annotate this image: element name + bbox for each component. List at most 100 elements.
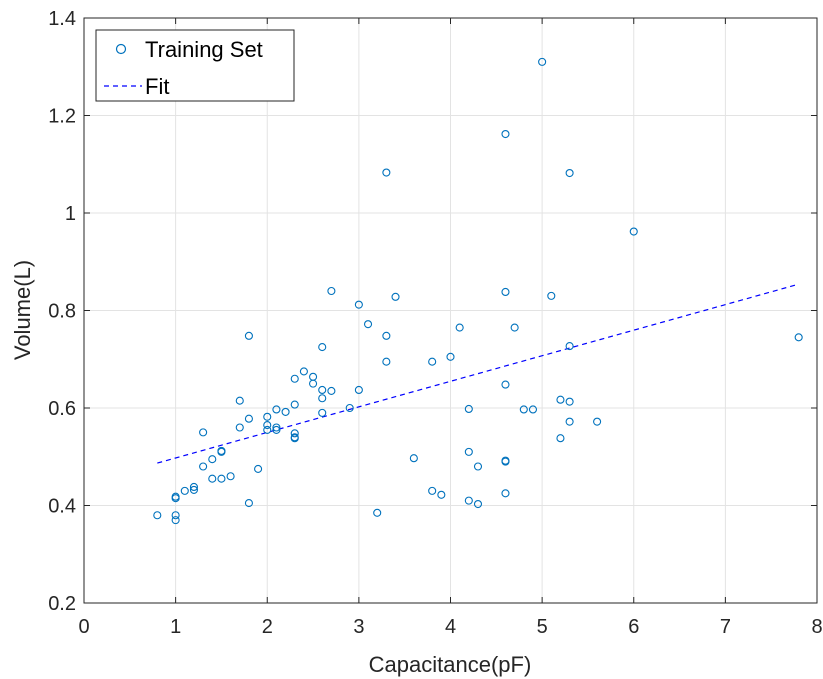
training-point — [428, 486, 437, 495]
training-points-layer — [153, 57, 803, 525]
legend-box — [95, 29, 295, 102]
training-point — [153, 511, 162, 520]
training-point — [327, 386, 336, 395]
training-point — [556, 434, 565, 443]
x-axis-label: Capacitance(pF) — [369, 652, 532, 677]
training-point — [244, 331, 253, 340]
training-point — [272, 405, 281, 414]
training-point — [501, 456, 510, 465]
training-point — [382, 331, 391, 340]
fit-line-layer — [157, 283, 799, 464]
training-point — [235, 396, 244, 405]
training-point — [510, 323, 519, 332]
training-point — [263, 425, 272, 434]
training-point — [565, 342, 574, 351]
x-tick-label: 0 — [78, 616, 89, 638]
training-point — [354, 385, 363, 395]
y-axis-label: Volume(L) — [10, 260, 35, 360]
training-point — [473, 462, 483, 471]
training-point — [327, 286, 336, 296]
training-point — [309, 372, 318, 381]
training-point — [345, 403, 354, 413]
training-point — [244, 499, 253, 508]
training-point — [391, 292, 400, 301]
training-point — [382, 168, 391, 177]
training-point — [171, 511, 180, 520]
training-point — [464, 447, 473, 456]
x-tick-label: 5 — [537, 616, 548, 638]
training-point — [547, 291, 556, 300]
training-point — [189, 485, 198, 494]
x-tick-label: 7 — [720, 616, 731, 638]
x-tick-label: 6 — [628, 616, 639, 638]
training-point — [263, 421, 272, 430]
legend-marker-training — [115, 43, 127, 55]
training-point — [254, 464, 263, 473]
x-tick-label: 4 — [445, 616, 456, 638]
training-point — [244, 414, 253, 423]
training-point — [409, 454, 418, 463]
axes — [83, 17, 818, 604]
training-point — [199, 462, 208, 471]
training-point — [171, 492, 180, 501]
training-point — [556, 395, 565, 404]
training-point — [464, 404, 473, 414]
training-point — [208, 474, 217, 483]
training-point — [501, 129, 510, 139]
training-point — [263, 412, 272, 421]
training-point — [199, 428, 208, 437]
legend-label-fit: Fit — [145, 74, 169, 99]
training-point — [235, 423, 244, 432]
training-point — [501, 287, 510, 297]
training-point — [501, 489, 510, 498]
tick-labels: 0 1 2 3 4 5 6 7 8 0.2 0.4 0.6 0.8 1 1.2 1.4 — [48, 8, 822, 638]
training-point — [446, 352, 455, 361]
training-point — [281, 407, 290, 416]
training-point — [519, 405, 528, 414]
x-tick-label: 3 — [353, 616, 364, 638]
training-point — [565, 417, 574, 426]
training-point — [382, 357, 391, 366]
training-point — [180, 486, 189, 495]
x-tick-label: 1 — [170, 616, 181, 638]
training-point — [189, 482, 198, 492]
training-point — [171, 516, 180, 525]
training-point — [299, 367, 308, 376]
training-point — [565, 168, 574, 178]
y-tick-label: 0.2 — [48, 593, 76, 615]
training-point — [464, 496, 473, 505]
training-point — [290, 429, 299, 438]
y-tick-label: 1.2 — [48, 106, 76, 128]
training-point — [226, 472, 235, 481]
training-point — [455, 323, 464, 332]
training-point — [565, 397, 574, 406]
training-point — [538, 57, 547, 66]
training-point — [501, 380, 510, 389]
training-point — [217, 446, 226, 455]
training-point — [208, 455, 217, 464]
x-tick-label: 2 — [262, 616, 273, 638]
x-tick-label: 8 — [811, 616, 822, 638]
training-point — [373, 508, 382, 517]
training-point — [290, 400, 299, 409]
training-point — [629, 227, 638, 236]
y-tick-label: 0.6 — [48, 398, 76, 420]
training-point — [794, 333, 803, 342]
training-point — [593, 417, 602, 426]
legend-label-training: Training Set — [145, 37, 263, 62]
training-point — [290, 433, 299, 442]
training-point — [473, 499, 483, 509]
training-point — [318, 408, 327, 417]
axes-box — [83, 17, 818, 604]
training-point — [428, 357, 437, 366]
y-tick-label: 1 — [65, 203, 76, 225]
fit-line — [157, 283, 799, 464]
y-tick-label: 0.4 — [48, 496, 76, 518]
training-point — [437, 490, 446, 499]
training-point — [290, 374, 299, 383]
training-point — [318, 394, 327, 403]
training-point — [318, 343, 327, 352]
training-point — [272, 423, 281, 432]
training-point — [272, 425, 281, 434]
